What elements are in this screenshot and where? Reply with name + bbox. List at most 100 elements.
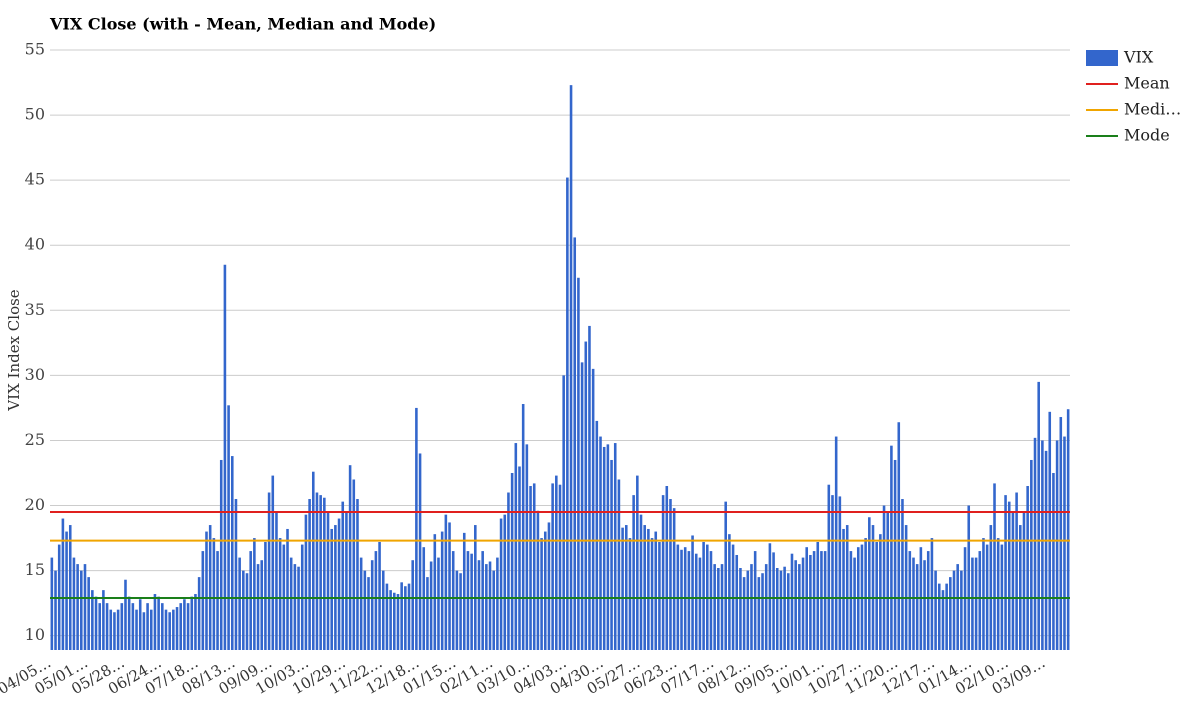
- bar: [952, 570, 956, 650]
- bar: [267, 492, 271, 650]
- bar: [937, 583, 941, 650]
- bar: [462, 532, 466, 650]
- bar: [599, 436, 602, 650]
- bar: [183, 599, 186, 650]
- bar: [801, 557, 805, 650]
- bar: [636, 475, 639, 650]
- bar: [341, 501, 345, 650]
- y-tick-label: 25: [25, 430, 45, 449]
- bar: [838, 496, 842, 650]
- bar: [632, 495, 635, 650]
- bar: [820, 551, 823, 650]
- bar: [1019, 525, 1022, 650]
- bar: [823, 551, 827, 650]
- bar: [367, 577, 370, 650]
- bar: [230, 456, 234, 650]
- bar: [433, 534, 437, 650]
- bar: [680, 549, 683, 650]
- bar: [238, 557, 241, 650]
- bar: [610, 459, 613, 650]
- bar: [356, 499, 359, 650]
- bar: [146, 603, 149, 650]
- bar: [72, 557, 76, 650]
- bar: [98, 603, 101, 650]
- bar: [492, 570, 496, 650]
- bar: [643, 525, 646, 650]
- bar: [168, 612, 171, 650]
- bar: [724, 501, 727, 650]
- bar: [613, 443, 617, 650]
- bar: [275, 512, 278, 650]
- bar: [1033, 437, 1037, 650]
- bar: [728, 534, 731, 650]
- bar: [761, 573, 764, 650]
- bar: [577, 277, 580, 650]
- bar: [455, 570, 459, 650]
- bar: [197, 577, 201, 650]
- bar: [396, 594, 400, 650]
- bar: [201, 551, 205, 650]
- bar: [569, 85, 573, 651]
- bar: [606, 444, 610, 650]
- bar: [879, 534, 882, 650]
- bar: [323, 497, 326, 650]
- bar: [588, 325, 591, 650]
- bar: [400, 582, 403, 650]
- bar: [1022, 512, 1026, 650]
- bar: [61, 518, 65, 650]
- bar: [175, 607, 179, 650]
- bar: [374, 551, 378, 650]
- bar: [930, 538, 934, 650]
- bar: [882, 505, 886, 650]
- bar: [105, 603, 109, 650]
- legend-swatch: [1086, 50, 1118, 66]
- bar: [768, 543, 772, 650]
- bar: [234, 499, 238, 650]
- bar: [510, 472, 514, 650]
- bar: [720, 564, 724, 650]
- bar: [536, 510, 540, 650]
- bar: [787, 573, 790, 650]
- bar: [260, 560, 264, 650]
- bar: [580, 362, 584, 650]
- bar: [573, 237, 577, 651]
- bar: [669, 499, 672, 650]
- bar: [194, 594, 197, 650]
- bar: [540, 538, 543, 650]
- bar: [897, 422, 901, 650]
- bar: [923, 560, 926, 650]
- bar: [757, 577, 761, 650]
- bar: [507, 492, 510, 650]
- bar: [448, 522, 451, 650]
- bar: [974, 557, 978, 650]
- bar: [205, 531, 208, 650]
- bar: [359, 557, 363, 650]
- bar: [109, 609, 113, 650]
- bar: [764, 564, 768, 650]
- bar: [1059, 417, 1063, 650]
- bar: [1048, 411, 1052, 650]
- bar: [654, 531, 658, 650]
- bar: [337, 518, 341, 650]
- bar: [418, 453, 422, 650]
- bar: [219, 459, 223, 650]
- bar: [172, 609, 175, 650]
- bar: [842, 528, 845, 650]
- bar: [208, 525, 212, 650]
- bar: [864, 538, 867, 650]
- bar: [451, 551, 455, 650]
- bar: [555, 475, 558, 650]
- legend-label: Medi…: [1124, 100, 1181, 119]
- bar: [956, 564, 959, 650]
- bar: [190, 596, 194, 650]
- bar: [558, 484, 562, 650]
- bar: [256, 564, 260, 650]
- bar: [87, 577, 90, 650]
- bar: [1004, 495, 1007, 650]
- bar: [893, 459, 897, 650]
- bar: [912, 557, 915, 650]
- bar: [960, 570, 963, 650]
- bar: [982, 538, 985, 650]
- bar: [429, 561, 433, 650]
